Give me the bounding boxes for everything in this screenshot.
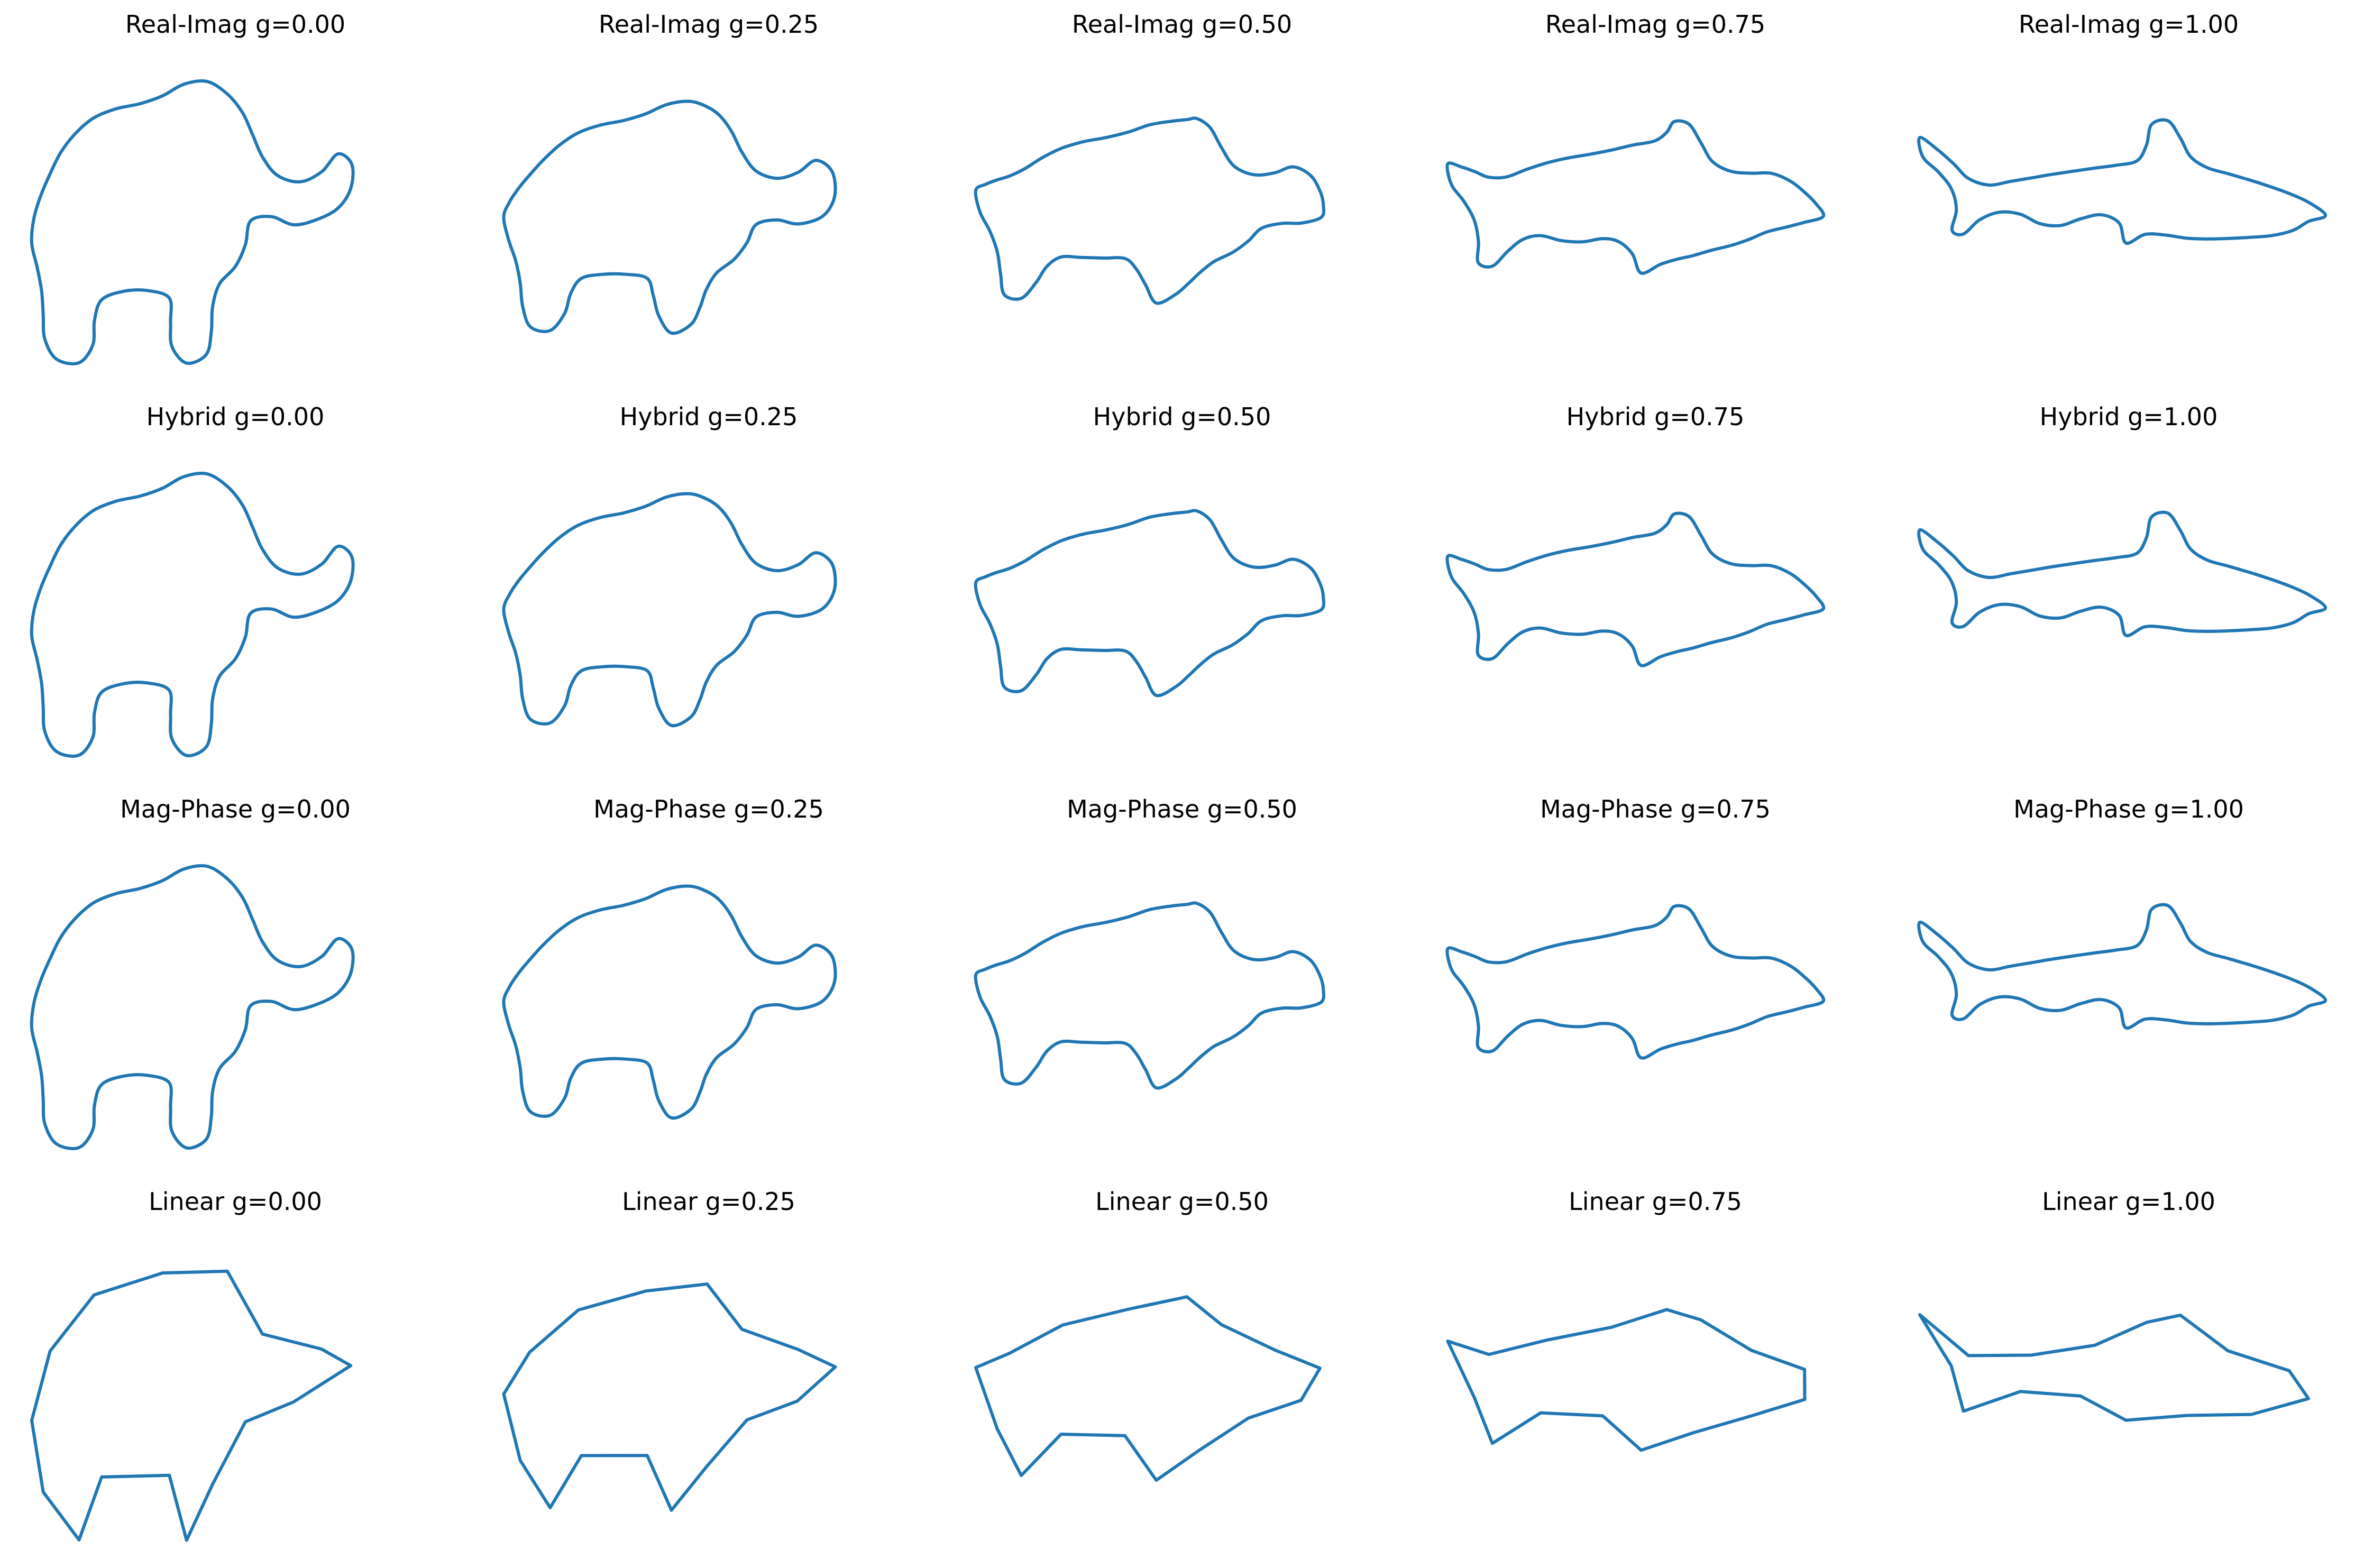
panel-mag-phase-0: Mag-Phase g=0.00 — [32, 795, 353, 1149]
shape-outline — [32, 81, 353, 364]
shape-outline — [1919, 120, 2325, 243]
panel-title: Hybrid g=1.00 — [2040, 402, 2218, 431]
shape-outline — [1448, 1309, 1805, 1450]
panel-real-imag-4: Real-Imag g=1.00 — [1919, 10, 2325, 243]
shape-outline — [504, 1284, 836, 1510]
panel-title: Hybrid g=0.00 — [146, 402, 325, 431]
shape-outline — [32, 473, 353, 756]
shape-outline — [503, 101, 835, 333]
panel-title: Mag-Phase g=0.75 — [1540, 795, 1771, 823]
shape-outline — [32, 1271, 351, 1541]
panel-linear-0: Linear g=0.00 — [32, 1187, 351, 1541]
panel-mag-phase-4: Mag-Phase g=1.00 — [1919, 795, 2325, 1028]
panel-title: Linear g=0.75 — [1569, 1187, 1742, 1216]
panel-title: Mag-Phase g=0.25 — [593, 795, 824, 823]
panel-hybrid-0: Hybrid g=0.00 — [32, 402, 353, 756]
shape-outline — [976, 510, 1324, 695]
shape-outline — [1919, 905, 2325, 1028]
shape-outline — [976, 118, 1324, 303]
panel-linear-2: Linear g=0.50 — [976, 1187, 1320, 1480]
shape-outline — [1920, 1315, 2308, 1420]
panel-grid: Real-Imag g=0.00 Real-Imag g=0.25 Real-Ima… — [32, 10, 2325, 1541]
shape-outline — [1919, 512, 2325, 636]
shape-outline — [1447, 514, 1824, 666]
panel-linear-3: Linear g=0.75 — [1448, 1187, 1805, 1450]
shape-outline — [503, 886, 835, 1118]
panel-title: Mag-Phase g=1.00 — [2013, 795, 2244, 823]
panel-title: Linear g=0.00 — [149, 1187, 322, 1216]
panel-mag-phase-2: Mag-Phase g=0.50 — [976, 795, 1324, 1088]
shape-outline — [503, 493, 835, 726]
panel-hybrid-3: Hybrid g=0.75 — [1447, 402, 1824, 666]
panel-real-imag-3: Real-Imag g=0.75 — [1447, 10, 1824, 273]
shape-outline — [976, 903, 1324, 1088]
shape-outline — [32, 866, 353, 1149]
shape-outline — [976, 1297, 1320, 1480]
panel-title: Real-Imag g=0.75 — [1545, 10, 1765, 39]
panel-linear-4: Linear g=1.00 — [1920, 1187, 2308, 1420]
panel-title: Real-Imag g=0.50 — [1072, 10, 1292, 39]
panel-title: Hybrid g=0.25 — [620, 402, 798, 431]
panel-hybrid-1: Hybrid g=0.25 — [503, 402, 835, 726]
shape-outline — [1447, 121, 1824, 273]
panel-title: Linear g=1.00 — [2042, 1187, 2215, 1216]
panel-title: Real-Imag g=1.00 — [2019, 10, 2239, 39]
panel-title: Hybrid g=0.50 — [1093, 402, 1271, 431]
panel-title: Mag-Phase g=0.00 — [120, 795, 351, 823]
panel-title: Linear g=0.50 — [1095, 1187, 1269, 1216]
panel-real-imag-0: Real-Imag g=0.00 — [32, 10, 353, 364]
panel-title: Mag-Phase g=0.50 — [1067, 795, 1297, 823]
panel-title: Real-Imag g=0.00 — [125, 10, 345, 39]
panel-real-imag-2: Real-Imag g=0.50 — [976, 10, 1324, 304]
panel-title: Hybrid g=0.75 — [1566, 402, 1745, 431]
panel-real-imag-1: Real-Imag g=0.25 — [503, 10, 835, 333]
panel-title: Real-Imag g=0.25 — [599, 10, 819, 39]
panel-linear-1: Linear g=0.25 — [504, 1187, 836, 1510]
panel-hybrid-4: Hybrid g=1.00 — [1919, 402, 2325, 636]
panel-hybrid-2: Hybrid g=0.50 — [976, 402, 1324, 696]
panel-title: Linear g=0.25 — [622, 1187, 795, 1216]
shape-outline — [1447, 906, 1824, 1058]
panel-mag-phase-1: Mag-Phase g=0.25 — [503, 795, 835, 1118]
panel-mag-phase-3: Mag-Phase g=0.75 — [1447, 795, 1824, 1058]
